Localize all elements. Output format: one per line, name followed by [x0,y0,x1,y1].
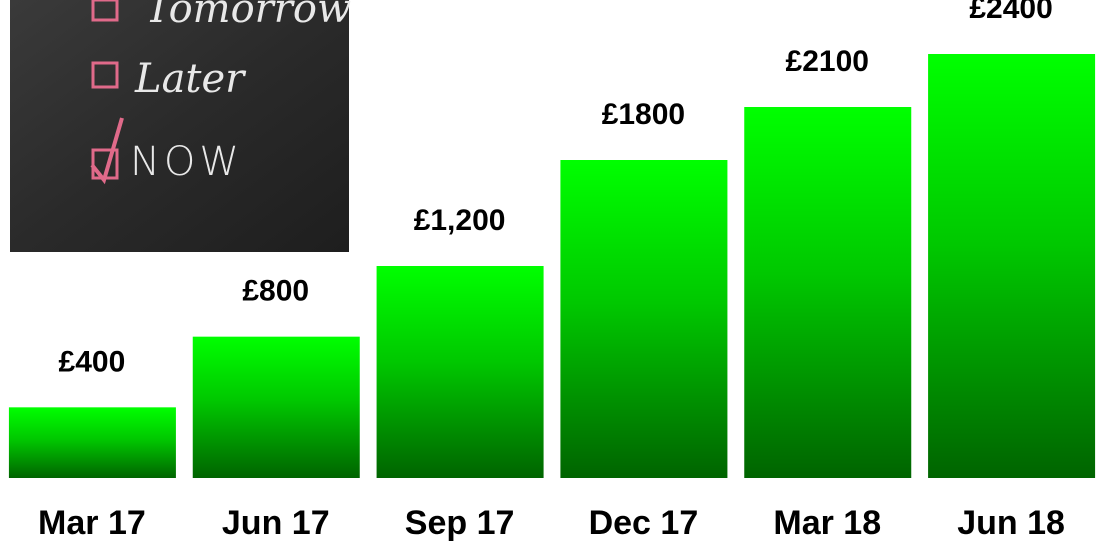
chalk-text: Later [134,56,247,102]
bar [928,54,1095,478]
value-label: £1800 [602,98,685,131]
chalk-text: Tomorrow [145,0,351,32]
x-tick-label: Mar 18 [773,504,881,542]
value-label: £800 [242,275,309,308]
value-label: £2400 [969,0,1052,25]
chalk-text: NOW [130,139,243,185]
value-label: £2100 [786,45,869,78]
chalkboard-image: Tomorrow Later NOW [10,0,351,252]
chart: Tomorrow Later NOW £400 Mar 17 £800 Jun 17 £… [0,0,1103,545]
x-tick-label: Sep 17 [405,504,515,542]
bar [193,337,360,478]
x-tick-label: Dec 17 [589,504,699,542]
value-label: £400 [59,345,126,378]
bar [744,107,911,478]
bar [560,160,727,478]
bar [377,266,544,478]
x-tick-label: Mar 17 [38,504,146,542]
x-tick-label: Jun 17 [222,504,330,542]
x-tick-label: Jun 18 [957,504,1065,542]
bar [9,407,176,478]
chalkboard [10,0,349,252]
page: {"chart_data": {"type": "bar", "categori… [0,0,1103,545]
value-label: £1,200 [414,204,506,237]
